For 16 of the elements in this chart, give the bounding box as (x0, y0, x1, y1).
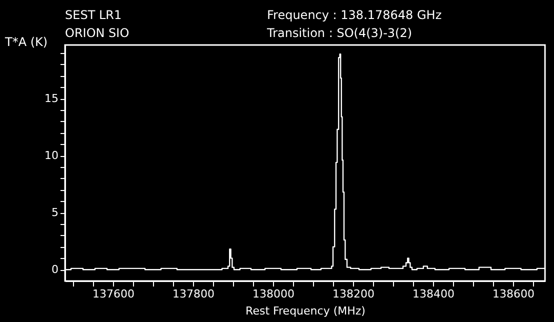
x-tick-label: 137600 (92, 288, 134, 300)
x-tick-label: 138600 (492, 288, 534, 300)
y-tick-label: 15 (44, 92, 58, 106)
x-tick-label: 137800 (172, 288, 214, 300)
x-tick-label: 138400 (412, 288, 454, 300)
y-tick-label: 10 (44, 149, 58, 162)
text: Frequency : 138.178648 GHz (267, 8, 442, 22)
x-tick-label: 138000 (252, 288, 294, 300)
chart-subtitle: ORION SIO (65, 26, 130, 40)
y-tick-label: 5 (52, 206, 58, 220)
x-axis-title: Rest Frequency (MHz) (246, 304, 366, 318)
y-axis-title: T*A (K) (4, 35, 48, 49)
text: Transition : SO(4(3)-3(2) (266, 26, 412, 40)
x-tick-label: 138200 (332, 288, 374, 300)
y-tick-label: 0 (52, 263, 58, 276)
chart-title: SEST LR1 (65, 8, 122, 22)
